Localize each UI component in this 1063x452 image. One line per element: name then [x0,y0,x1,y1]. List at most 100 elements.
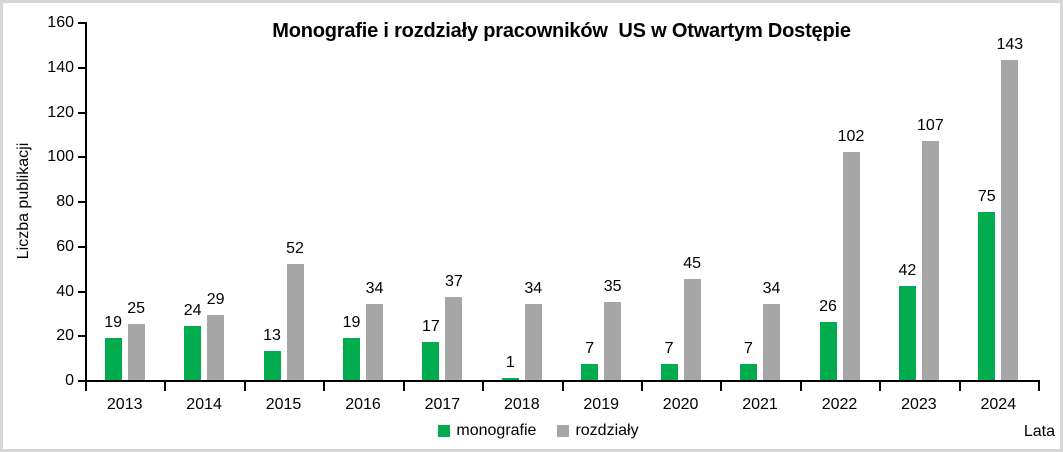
legend-swatch-rozdziały [557,425,570,437]
value-label: 13 [263,326,281,344]
x-tick-label: 2017 [424,396,461,413]
bar-rozdziały-2013 [127,324,145,380]
y-tick-mark [78,245,85,248]
value-label: 17 [421,318,440,335]
y-tick-mark [78,380,85,382]
bar-rozdziały-2015 [286,263,304,380]
value-label: 24 [183,302,202,320]
x-tick-mark [799,382,802,391]
y-tick-mark [78,201,85,203]
bar-monografie-2020 [660,364,678,380]
value-label: 42 [898,262,917,279]
legend-swatch-monografie [438,425,451,437]
x-tick-mark [640,382,643,391]
value-label: 34 [524,279,543,297]
legend-label: monografie [456,422,537,439]
y-tick-label: 140 [47,58,74,76]
bar-rozdziały-2020 [683,279,701,380]
bar-monografie-2021 [740,364,757,380]
value-label: 7 [744,340,753,358]
y-tick-label: 100 [47,148,74,166]
value-label: 52 [286,239,304,257]
x-tick-mark [1038,382,1040,391]
legend-item-monografie: monografie [438,423,536,439]
bar-rozdziały-2018 [524,303,542,380]
x-tick-label: 2018 [504,396,540,413]
value-label: 35 [603,277,622,295]
x-tick-mark [720,382,723,391]
y-tick-label: 120 [47,103,74,121]
y-tick-mark [78,335,85,338]
value-label: 37 [444,273,463,291]
y-tick-mark [78,22,85,24]
x-tick-mark [85,382,87,391]
legend: monografie rozdziały [3,423,1060,439]
y-tick-label: 60 [56,237,74,255]
value-label: 7 [664,340,674,358]
x-tick-label: 2022 [821,396,858,413]
y-tick-label: 0 [65,372,74,389]
bar-monografie-2017 [422,342,440,380]
plot-area: 19 25 2013 24 29 2014 13 52 2015 19 34 2016 17 37 2017… [3,3,1060,449]
bar-rozdziały-2019 [604,301,622,380]
bar-monografie-2013 [104,337,122,380]
x-tick-label: 2024 [980,396,1017,413]
bar-monografie-2022 [819,321,837,380]
bar-rozdziały-2016 [366,303,383,380]
x-tick-mark [323,382,326,391]
bar-monografie-2015 [263,350,281,380]
bar-rozdziały-2023 [921,140,939,380]
x-axis-line [85,380,1040,382]
x-tick-label: 2015 [265,396,302,413]
y-tick-label: 40 [56,282,74,300]
y-tick-label: 20 [56,327,74,345]
value-label: 45 [683,255,701,273]
x-tick-mark [958,382,961,391]
value-label: 107 [917,116,944,134]
value-label: 102 [837,127,865,145]
bar-rozdziały-2022 [842,151,860,380]
x-tick-label: 2021 [742,396,778,413]
x-tick-mark [561,382,564,391]
value-label: 143 [996,36,1024,53]
value-label: 19 [342,313,361,331]
x-tick-mark [164,382,167,391]
x-axis-title: Lata [1023,423,1055,440]
x-tick-mark [402,382,405,391]
legend-item-rozdziały: rozdziały [557,422,639,439]
value-label: 29 [206,291,225,309]
legend-label: rozdziały [575,422,639,439]
x-tick-label: 2013 [106,396,143,413]
y-tick-label: 80 [56,193,74,210]
y-tick-mark [78,156,85,159]
value-label: 25 [127,300,146,318]
value-label: 34 [762,279,781,297]
bar-rozdziały-2017 [445,297,463,380]
bar-monografie-2023 [898,286,916,380]
y-tick-mark [78,111,85,114]
value-label: 26 [819,297,837,315]
y-tick-mark [78,290,85,293]
x-tick-label: 2014 [186,396,222,413]
value-label: 19 [104,313,123,331]
x-tick-label: 2016 [345,396,381,413]
x-tick-mark [482,382,485,391]
bar-rozdziały-2024 [1001,60,1019,380]
x-tick-mark [243,382,246,391]
x-tick-label: 2023 [901,396,937,413]
x-tick-label: 2020 [662,396,699,413]
bar-monografie-2024 [978,212,996,380]
bar-monografie-2019 [581,364,599,380]
value-label: 75 [977,188,996,206]
y-axis-line [85,22,87,382]
chart-title: Monografie i rozdziały pracowników US w … [272,20,851,42]
bar-monografie-2014 [184,326,202,380]
x-tick-label: 2019 [583,396,619,413]
y-tick-mark [78,66,85,69]
y-tick-label: 160 [47,14,74,31]
value-label: 1 [505,353,515,371]
bar-monografie-2018 [501,377,519,380]
bar-monografie-2016 [343,337,360,380]
x-tick-mark [879,382,882,391]
